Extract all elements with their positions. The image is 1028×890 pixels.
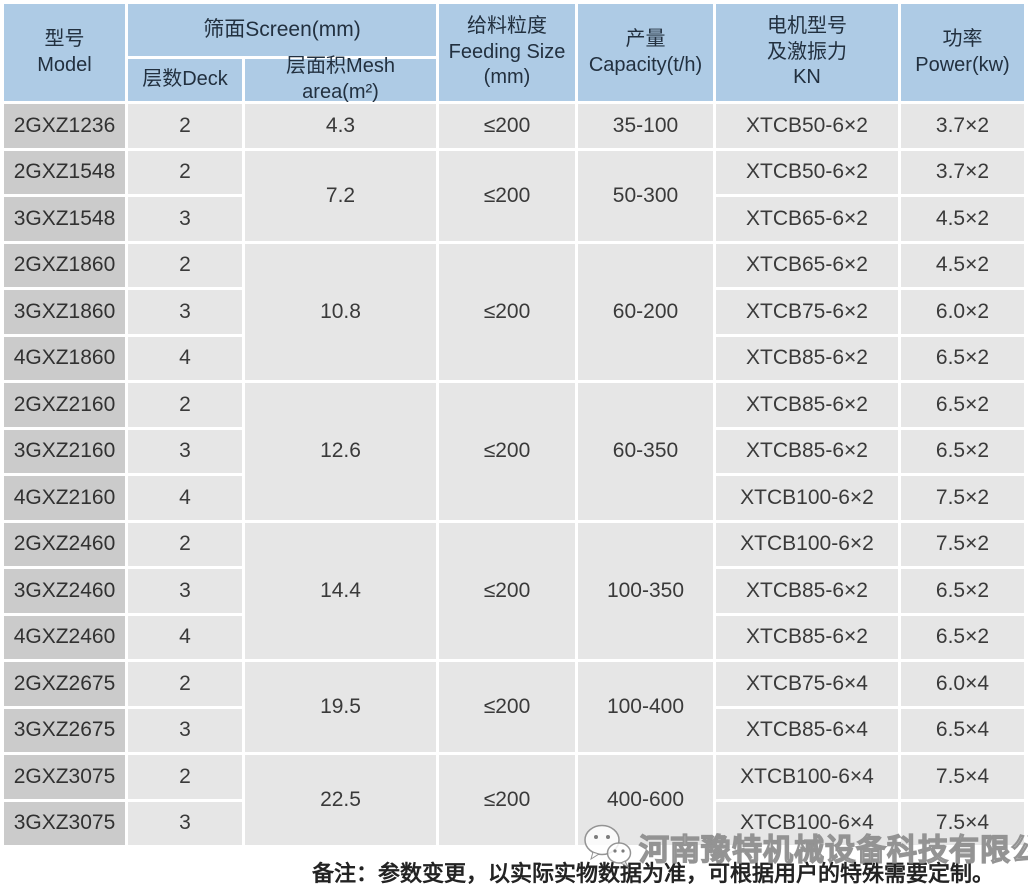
capacity-cell: 35-100	[578, 104, 713, 148]
header-power: 功率 Power(kw)	[901, 4, 1024, 101]
deck-cell: 2	[128, 104, 242, 148]
motor-cell: XTCB65-6×2	[716, 197, 898, 241]
feeding-size-cell: ≤200	[439, 662, 575, 752]
model-cell: 4GXZ1860	[4, 336, 125, 380]
model-cell: 2GXZ2460	[4, 522, 125, 566]
model-cell: 2GXZ2675	[4, 662, 125, 706]
model-cell: 3GXZ2460	[4, 569, 125, 613]
model-cell: 3GXZ1860	[4, 290, 125, 334]
model-cell: 3GXZ1548	[4, 197, 125, 241]
deck-cell: 4	[128, 336, 242, 380]
feeding-size-cell: ≤200	[439, 522, 575, 659]
capacity-cell: 100-400	[578, 662, 713, 752]
motor-cell: XTCB100-6×2	[716, 476, 898, 520]
mesh-area-cell: 22.5	[245, 755, 436, 845]
header-capacity: 产量 Capacity(t/h)	[578, 4, 713, 101]
capacity-cell: 60-350	[578, 383, 713, 520]
motor-cell: XTCB100-6×4	[716, 755, 898, 799]
spec-table: 型号 Model 筛面Screen(mm) 层数Deck 层面积Mesh are…	[4, 4, 1024, 845]
header-mesh-area: 层面积Mesh area(m²)	[245, 55, 436, 103]
power-cell: 6.0×4	[901, 662, 1024, 706]
deck-cell: 2	[128, 243, 242, 287]
mesh-area-cell: 4.3	[245, 104, 436, 148]
feeding-size-cell: ≤200	[439, 243, 575, 380]
model-cell: 3GXZ2160	[4, 429, 125, 473]
capacity-cell: 400-600	[578, 755, 713, 845]
model-cell: 2GXZ1548	[4, 150, 125, 194]
power-cell: 6.5×4	[901, 708, 1024, 752]
power-cell: 6.0×2	[901, 290, 1024, 334]
motor-cell: XTCB50-6×2	[716, 150, 898, 194]
power-cell: 7.5×4	[901, 801, 1024, 845]
capacity-cell: 60-200	[578, 243, 713, 380]
mesh-area-cell: 14.4	[245, 522, 436, 659]
model-cell: 4GXZ2460	[4, 615, 125, 659]
power-cell: 3.7×2	[901, 150, 1024, 194]
feeding-size-cell: ≤200	[439, 383, 575, 520]
header-deck: 层数Deck	[128, 59, 242, 101]
power-cell: 6.5×2	[901, 429, 1024, 473]
motor-cell: XTCB85-6×2	[716, 569, 898, 613]
motor-cell: XTCB85-6×4	[716, 708, 898, 752]
header-feeding-size: 给料粒度 Feeding Size (mm)	[439, 4, 575, 101]
motor-cell: XTCB75-6×2	[716, 290, 898, 334]
motor-cell: XTCB100-6×4	[716, 801, 898, 845]
model-cell: 3GXZ2675	[4, 708, 125, 752]
deck-cell: 4	[128, 615, 242, 659]
motor-cell: XTCB85-6×2	[716, 429, 898, 473]
header-model: 型号 Model	[4, 4, 125, 101]
deck-cell: 2	[128, 522, 242, 566]
capacity-cell: 50-300	[578, 150, 713, 241]
deck-cell: 2	[128, 755, 242, 799]
power-cell: 4.5×2	[901, 197, 1024, 241]
model-cell: 2GXZ1860	[4, 243, 125, 287]
model-cell: 2GXZ1236	[4, 104, 125, 148]
power-cell: 6.5×2	[901, 569, 1024, 613]
power-cell: 7.5×2	[901, 522, 1024, 566]
motor-cell: XTCB50-6×2	[716, 104, 898, 148]
feeding-size-cell: ≤200	[439, 104, 575, 148]
motor-cell: XTCB65-6×2	[716, 243, 898, 287]
deck-cell: 2	[128, 383, 242, 427]
power-cell: 3.7×2	[901, 104, 1024, 148]
power-cell: 6.5×2	[901, 383, 1024, 427]
power-cell: 7.5×2	[901, 476, 1024, 520]
power-cell: 6.5×2	[901, 615, 1024, 659]
footer-note: 备注：参数变更，以实际实物数据为准，可根据用户的特殊需要定制。	[312, 861, 995, 886]
deck-cell: 3	[128, 429, 242, 473]
power-cell: 7.5×4	[901, 755, 1024, 799]
mesh-area-cell: 19.5	[245, 662, 436, 752]
model-cell: 2GXZ3075	[4, 755, 125, 799]
model-cell: 2GXZ2160	[4, 383, 125, 427]
mesh-area-cell: 10.8	[245, 243, 436, 380]
model-cell: 3GXZ3075	[4, 801, 125, 845]
header-motor: 电机型号 及激振力 KN	[716, 4, 898, 101]
model-cell: 4GXZ2160	[4, 476, 125, 520]
motor-cell: XTCB85-6×2	[716, 383, 898, 427]
motor-cell: XTCB85-6×2	[716, 615, 898, 659]
header-screen-group: 筛面Screen(mm)	[128, 4, 436, 56]
motor-cell: XTCB100-6×2	[716, 522, 898, 566]
deck-cell: 2	[128, 150, 242, 194]
motor-cell: XTCB85-6×2	[716, 336, 898, 380]
feeding-size-cell: ≤200	[439, 755, 575, 845]
mesh-area-cell: 12.6	[245, 383, 436, 520]
deck-cell: 3	[128, 801, 242, 845]
mesh-area-cell: 7.2	[245, 150, 436, 241]
deck-cell: 3	[128, 708, 242, 752]
capacity-cell: 100-350	[578, 522, 713, 659]
motor-cell: XTCB75-6×4	[716, 662, 898, 706]
feeding-size-cell: ≤200	[439, 150, 575, 241]
deck-cell: 3	[128, 569, 242, 613]
power-cell: 6.5×2	[901, 336, 1024, 380]
deck-cell: 3	[128, 290, 242, 334]
deck-cell: 2	[128, 662, 242, 706]
deck-cell: 3	[128, 197, 242, 241]
deck-cell: 4	[128, 476, 242, 520]
power-cell: 4.5×2	[901, 243, 1024, 287]
